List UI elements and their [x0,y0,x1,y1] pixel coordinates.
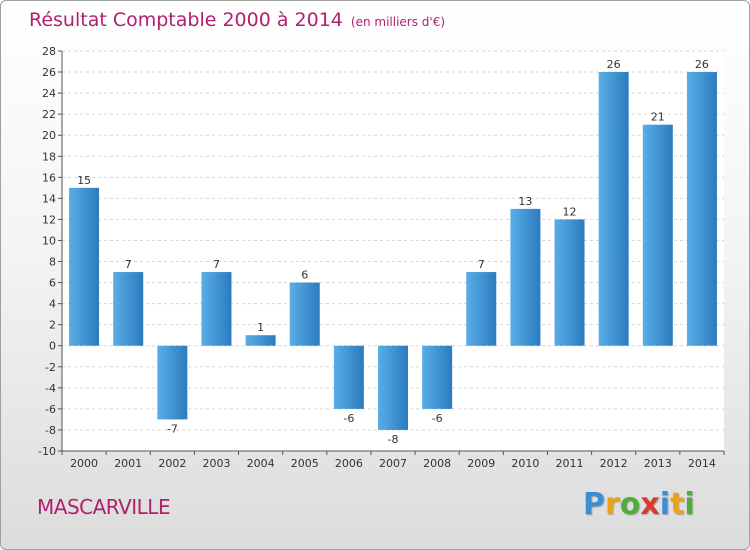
x-tick-label: 2010 [511,457,539,470]
chart-unit: (en milliers d'€) [350,15,446,29]
logo-letter: t [670,487,685,522]
x-tick-label: 2004 [247,457,275,470]
bar [598,72,629,346]
x-tick-label: 2006 [335,457,363,470]
y-tick-label: 22 [42,108,56,121]
y-tick-label: 14 [42,192,56,205]
y-tick-label: -6 [45,403,56,416]
y-tick-label: 18 [42,150,56,163]
bar [333,345,364,409]
y-tick-label: -2 [45,361,56,374]
bar [686,72,717,346]
x-tick-label: 2012 [600,457,628,470]
bar [157,345,188,420]
y-tick-label: -4 [45,382,56,395]
bar [289,282,320,346]
data-label: -8 [388,433,399,446]
bar [466,272,497,346]
data-label: 7 [125,258,132,271]
y-tick-label: 6 [49,277,56,290]
y-tick-label: 28 [42,45,56,58]
y-tick-label: 12 [42,213,56,226]
x-tick-label: 2002 [158,457,186,470]
data-label: -6 [343,412,354,425]
logo-letter: i [659,487,671,522]
bar [201,272,232,346]
bar [69,187,100,346]
data-label: 26 [607,58,621,71]
bar [510,208,541,346]
x-tick-label: 2011 [556,457,584,470]
bar [378,345,408,430]
data-labels: 15 7 -7 7 1 6 -6 -8 -6 7 13 12 26 21 26 [77,58,709,446]
x-tick-label: 2001 [114,457,142,470]
x-tick-label: 2009 [467,457,495,470]
bar [245,335,276,346]
data-label: 6 [301,269,308,282]
data-label: 21 [651,111,665,124]
data-label: 26 [695,58,709,71]
commune-name: MASCARVILLE [37,495,171,519]
data-label: 7 [213,258,220,271]
logo-letter: x [640,487,660,522]
x-axis: 2000 2001 2002 2003 2004 2005 2006 2007 2008 2009… [61,450,725,470]
data-label: 12 [563,205,577,218]
y-tick-label: 24 [42,87,56,100]
y-tick-label: 2 [49,319,56,332]
logo-letter: o [619,487,641,522]
chart-title: Résultat Comptable 2000 à 2014 (en millie… [29,9,445,31]
y-tick-label: 16 [42,171,56,184]
x-tick-label: 2007 [379,457,407,470]
x-tick-label: 2013 [644,457,672,470]
bar [554,219,585,346]
bar [642,124,673,346]
logo-letter: P [583,487,605,522]
data-label: 1 [257,321,264,334]
data-label: -7 [167,422,178,435]
logo-letter: r [605,487,620,522]
bars [69,72,717,430]
y-tick-label: 4 [49,298,56,311]
x-tick-label: 2003 [202,457,230,470]
data-label: -6 [432,412,443,425]
data-label: 13 [518,195,532,208]
y-tick-label: 26 [42,66,56,79]
y-tick-label: 0 [49,340,56,353]
y-tick-label: -8 [45,424,56,437]
y-tick-label: 20 [42,129,56,142]
chart-title-text: Résultat Comptable 2000 à 2014 [29,9,343,31]
y-tick-label: 10 [42,234,56,247]
proxiti-logo: Proxiti [583,487,695,522]
y-tick-label: 8 [49,256,56,269]
bar [422,345,453,409]
x-tick-label: 2014 [688,457,716,470]
x-tick-label: 2008 [423,457,451,470]
x-tick-label: 2005 [291,457,319,470]
x-tick-label: 2000 [70,457,98,470]
logo-letter: i [684,487,695,522]
bar [113,272,144,346]
data-label: 15 [77,174,91,187]
y-tick-label: -10 [38,445,56,458]
data-label: 7 [478,258,485,271]
